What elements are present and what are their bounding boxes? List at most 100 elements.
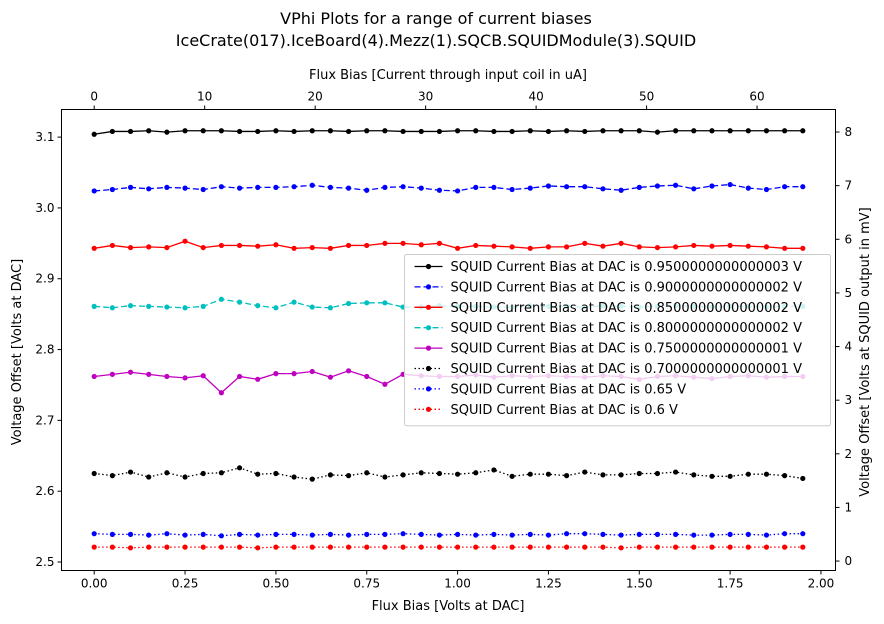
series-1-point (491, 128, 497, 135)
legend-box (404, 254, 831, 427)
series-4-point (182, 305, 188, 311)
series-7-point (636, 531, 642, 537)
series-3-point (91, 245, 97, 251)
series-1-point (146, 128, 152, 134)
series-7-point (273, 531, 279, 537)
series-3-point (600, 243, 606, 249)
series-2-point (473, 184, 479, 190)
series-6-point (800, 475, 806, 482)
x-tick-label: 0.50 (263, 577, 290, 591)
series-5-point (127, 369, 134, 375)
series-2-point (418, 185, 424, 191)
series-6-point (691, 472, 697, 478)
series-5-point (345, 368, 352, 374)
series-2-point (255, 184, 261, 190)
series-3-point (782, 245, 788, 251)
series-1-point (327, 128, 333, 134)
top-x-tick-label: 40 (528, 90, 543, 104)
series-7-point (564, 531, 570, 537)
series-4-point (273, 305, 279, 311)
legend-label: SQUID Current Bias at DAC is 0.65 V (451, 382, 687, 397)
series-7-point (291, 531, 297, 537)
series-8-point (654, 544, 661, 550)
series-1-point (600, 128, 606, 134)
series-3-point (127, 244, 134, 251)
legend-label: SQUID Current Bias at DAC is 0.6 V (451, 403, 679, 418)
series-line-2 (94, 183, 803, 192)
series-2-point (309, 182, 315, 188)
series-3-point (509, 244, 515, 250)
series-7-point (509, 532, 515, 538)
series-1-point (800, 128, 806, 134)
series-6-point (273, 470, 279, 477)
series-line-8 (94, 546, 803, 549)
series-1-point (636, 128, 642, 134)
series-2-point (582, 184, 588, 190)
series-5-point (218, 390, 224, 396)
series-2-point (618, 187, 624, 193)
series-3-point (545, 244, 552, 250)
series-1-point (454, 128, 461, 134)
chart-title-line-2: IceCrate(017).IceBoard(4).Mezz(1).SQCB.S… (176, 31, 696, 50)
series-7-point (491, 531, 497, 537)
series-3-point (564, 244, 570, 250)
series-6-point (709, 473, 715, 479)
series-8-point (309, 544, 315, 550)
series-4-point (255, 303, 261, 309)
series-7-point (763, 532, 770, 538)
legend-marker (425, 325, 432, 331)
series-1-point (382, 128, 388, 134)
series-7-point (345, 532, 352, 538)
series-8-point (545, 544, 552, 550)
legend-label: SQUID Current Bias at DAC is 0.850000000… (451, 301, 803, 316)
series-3-point (109, 242, 115, 249)
legend: SQUID Current Bias at DAC is 0.950000000… (404, 254, 831, 427)
series-7-point (673, 531, 679, 537)
series-3-point (745, 243, 751, 249)
series-8-point (291, 544, 297, 550)
series-8-point (418, 544, 424, 550)
series-7-point (418, 531, 424, 537)
series-6-point (782, 473, 788, 479)
series-8-point (473, 544, 479, 550)
series-8-point (327, 544, 333, 550)
series-6-point (182, 474, 188, 480)
series-5-point (255, 376, 261, 382)
series-line-7 (94, 533, 803, 537)
series-1-point (727, 128, 733, 134)
series-2-point (182, 185, 188, 191)
series-3-point (673, 244, 679, 250)
top-x-axis-label: Flux Bias [Current through input coil in… (309, 68, 587, 83)
series-6-point (200, 470, 206, 477)
series-6-point (218, 470, 224, 476)
series-2-point (709, 183, 715, 189)
series-7-point (800, 531, 806, 537)
series-6-point (618, 472, 624, 478)
series-7-point (600, 531, 606, 537)
y-tick-label: 2.9 (35, 272, 54, 286)
y-tick-label: 2.8 (35, 343, 54, 357)
series-5-point (91, 373, 97, 380)
series-6-point (164, 470, 170, 476)
series-7-point (545, 532, 552, 538)
legend-marker (425, 386, 432, 392)
series-7-point (200, 531, 206, 537)
series-7-point (255, 532, 261, 538)
series-3-point (364, 242, 370, 249)
series-1-point (200, 128, 206, 134)
series-8-point (200, 544, 206, 550)
series-8-point (91, 544, 97, 550)
series-2-point (436, 187, 443, 193)
series-8-point (273, 544, 279, 550)
series-3-point (400, 240, 406, 246)
series-7-point (182, 532, 188, 538)
right-y-tick-label: 6 (845, 232, 853, 246)
series-8-point (636, 544, 642, 550)
series-6-point (527, 471, 533, 477)
series-3-point (709, 243, 715, 249)
series-5-point (109, 371, 115, 377)
series-2-point (782, 184, 788, 190)
y-tick-label: 2.7 (35, 413, 54, 427)
x-tick-label: 1.50 (626, 577, 653, 591)
legend-marker (425, 284, 432, 290)
